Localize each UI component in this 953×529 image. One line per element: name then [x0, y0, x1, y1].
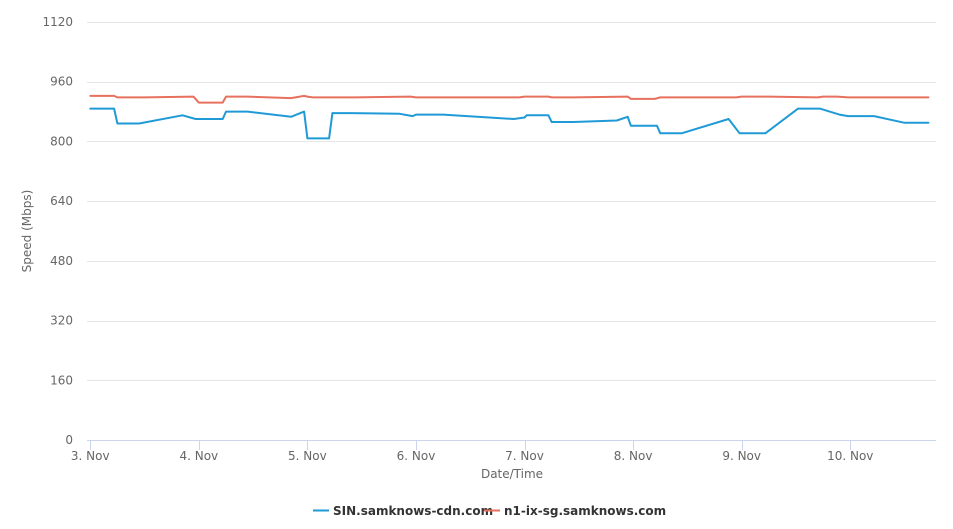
- y-tick-label: 320: [50, 314, 73, 328]
- y-axis-tick-labels: 0 160 320 480 640 800 960 1120: [42, 15, 73, 447]
- y-tick-label: 960: [50, 75, 73, 89]
- x-tick-label: 5. Nov: [288, 449, 327, 463]
- x-tick-label: 7. Nov: [505, 449, 544, 463]
- y-tick-label: 0: [65, 433, 73, 447]
- x-axis-title: Date/Time: [481, 467, 543, 481]
- series-line-2[interactable]: [89, 94, 930, 104]
- y-tick-label: 160: [50, 373, 73, 387]
- legend-label: SIN.samknows-cdn.com: [333, 504, 493, 518]
- x-tick-label: 10. Nov: [827, 449, 873, 463]
- x-tick-label: 4. Nov: [179, 449, 218, 463]
- series-line-1[interactable]: [89, 107, 930, 140]
- x-tick-label: 6. Nov: [397, 449, 436, 463]
- legend[interactable]: SIN.samknows-cdn.com n1-ix-sg.samknows.co…: [313, 504, 666, 518]
- grid-lines: [87, 22, 936, 381]
- x-axis: 3. Nov 4. Nov 5. Nov 6. Nov 7. Nov 8. Nov 9. N…: [71, 440, 936, 463]
- legend-item-1[interactable]: SIN.samknows-cdn.com: [313, 504, 493, 518]
- y-axis-title: Speed (Mbps): [20, 190, 34, 273]
- series-lines: [89, 94, 930, 140]
- x-tick-label: 9. Nov: [722, 449, 761, 463]
- x-tick-label: 3. Nov: [71, 449, 110, 463]
- y-tick-label: 640: [50, 194, 73, 208]
- y-tick-label: 800: [50, 134, 73, 148]
- legend-label: n1-ix-sg.samknows.com: [504, 504, 666, 518]
- x-tick-label: 8. Nov: [614, 449, 653, 463]
- y-tick-label: 1120: [42, 15, 73, 29]
- y-tick-label: 480: [50, 254, 73, 268]
- legend-item-2[interactable]: n1-ix-sg.samknows.com: [484, 504, 666, 518]
